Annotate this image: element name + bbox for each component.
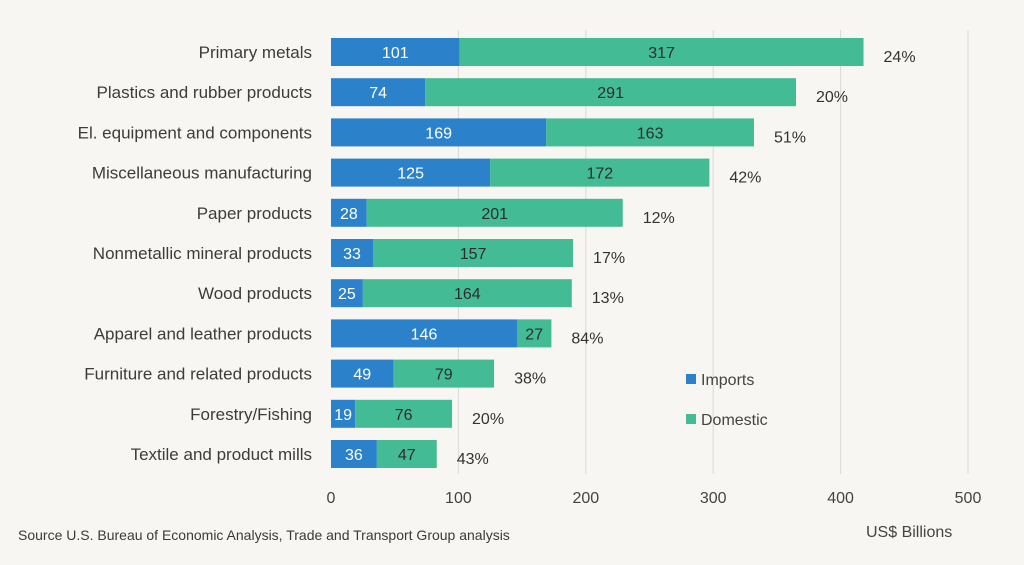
data-label-domestic: 291 [597, 85, 624, 102]
data-label-imports: 169 [425, 125, 452, 142]
data-label-domestic: 172 [586, 166, 613, 183]
share-label: 13% [592, 290, 624, 307]
data-label-imports: 101 [382, 45, 409, 62]
bar-domestic [393, 359, 495, 388]
share-label: 84% [571, 330, 603, 347]
share-label: 38% [514, 371, 546, 388]
legend-swatch [686, 414, 696, 424]
legend-swatch [686, 374, 696, 384]
x-tick-label: 0 [327, 490, 336, 507]
category-label: Plastics and rubber products [97, 83, 312, 102]
data-label-imports: 36 [345, 447, 363, 464]
data-label-imports: 125 [397, 166, 424, 183]
share-label: 17% [593, 250, 625, 267]
x-tick-label: 100 [445, 490, 472, 507]
category-label: Wood products [198, 284, 312, 303]
share-label: 20% [472, 411, 504, 428]
bar-imports [331, 279, 363, 308]
bar-domestic [362, 279, 572, 308]
bar-imports [331, 399, 356, 428]
category-label: Apparel and leather products [94, 324, 312, 343]
bar-imports [331, 158, 491, 187]
category-label: Furniture and related products [84, 365, 312, 384]
data-label-domestic: 163 [637, 125, 664, 142]
data-label-imports: 25 [338, 286, 356, 303]
data-label-imports: 74 [369, 85, 387, 102]
x-tick-label: 500 [955, 490, 982, 507]
data-label-imports: 33 [343, 246, 361, 263]
category-label: El. equipment and components [78, 123, 312, 142]
bar-domestic [355, 399, 453, 428]
category-label: Forestry/Fishing [190, 405, 312, 424]
x-tick-label: 300 [700, 490, 727, 507]
share-label: 43% [457, 451, 489, 468]
data-label-domestic: 79 [435, 367, 453, 384]
legend-label: Imports [701, 372, 754, 389]
data-label-domestic: 47 [398, 447, 416, 464]
data-label-domestic: 317 [648, 45, 675, 62]
bar-domestic [459, 38, 864, 66]
share-label: 20% [816, 89, 848, 106]
data-label-imports: 49 [353, 367, 371, 384]
data-label-domestic: 76 [395, 407, 413, 424]
category-label: Paper products [197, 204, 312, 223]
bar-imports [331, 440, 377, 468]
data-label-imports: 19 [334, 407, 352, 424]
category-label: Miscellaneous manufacturing [92, 164, 312, 183]
category-label: Textile and product mills [131, 445, 312, 464]
data-label-domestic: 157 [460, 246, 487, 263]
bar-imports [331, 239, 374, 267]
bar-domestic [425, 78, 797, 107]
source-note: Source U.S. Bureau of Economic Analysis,… [18, 527, 510, 543]
bar-imports [331, 319, 518, 348]
share-label: 12% [643, 210, 675, 227]
bar-domestic [366, 198, 623, 227]
data-label-domestic: 201 [481, 206, 508, 223]
bar-domestic [376, 440, 437, 468]
bar-imports [331, 38, 460, 66]
bar-imports [331, 359, 394, 388]
category-label: Nonmetallic mineral products [93, 244, 312, 263]
share-label: 24% [884, 49, 916, 66]
bar-imports [331, 118, 547, 147]
bar-imports [331, 198, 367, 227]
data-label-domestic: 27 [525, 326, 543, 343]
data-label-domestic: 164 [454, 286, 481, 303]
share-label: 42% [729, 170, 761, 187]
x-tick-label: 200 [572, 490, 599, 507]
x-axis-title: US$ Billions [866, 524, 953, 541]
bar-imports [331, 78, 426, 107]
x-tick-label: 400 [827, 490, 854, 507]
legend-label: Domestic [701, 412, 768, 429]
data-label-imports: 146 [411, 326, 438, 343]
category-label: Primary metals [199, 43, 312, 62]
data-label-imports: 28 [340, 206, 358, 223]
bar-domestic [517, 319, 552, 348]
bar-domestic [546, 118, 754, 147]
bar-domestic [490, 158, 710, 187]
share-label: 51% [774, 129, 806, 146]
bar-domestic [373, 239, 574, 267]
